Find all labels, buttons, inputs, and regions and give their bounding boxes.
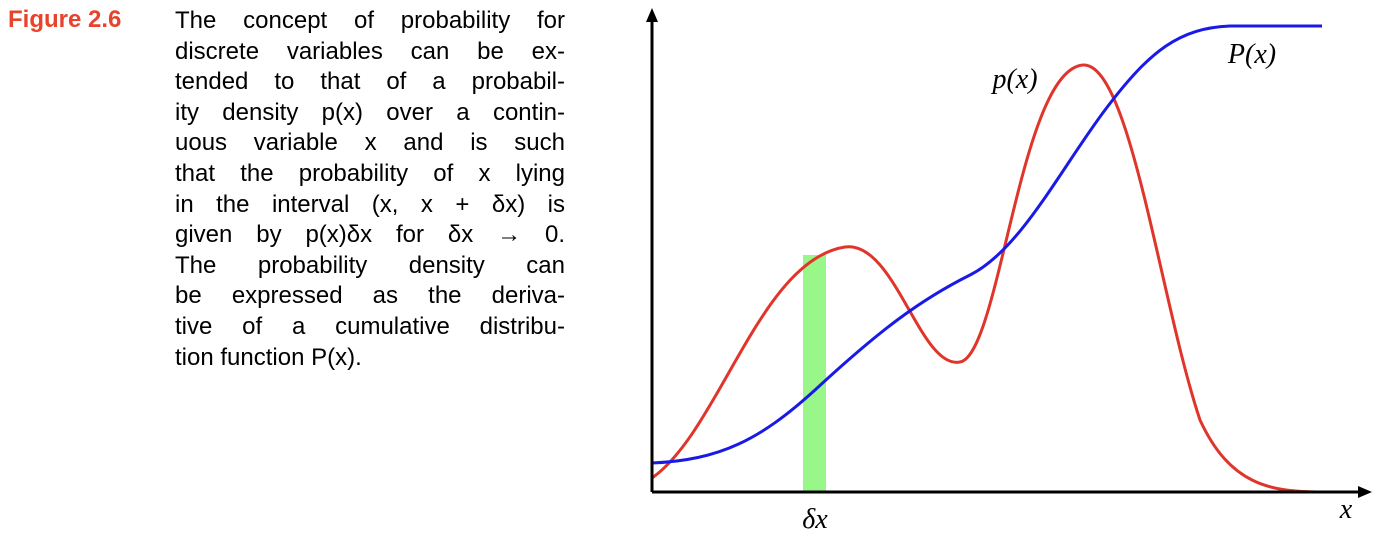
y-arrow (646, 8, 658, 22)
caption-line: ity density p(x) over a contin- (175, 98, 565, 126)
caption-line: The probability density can (175, 251, 565, 279)
density-curve (651, 63, 1323, 494)
caption-line: The concept of probability for (175, 7, 565, 34)
caption-line: uous variable x and is such (175, 129, 565, 157)
caption-line: tive of a cumulative distribu- (175, 312, 565, 340)
caption: The concept of probability for discrete v… (175, 6, 565, 373)
caption-line: that the probability of x lying (175, 159, 565, 187)
interval-label: δx (802, 504, 828, 535)
cdf-label: P(x) (1227, 39, 1276, 70)
caption-line: tion function P(x). (175, 343, 362, 371)
density-label: p(x) (990, 64, 1037, 95)
cdf-curve (651, 24, 1322, 465)
caption-line: discrete variables can be ex- (175, 37, 565, 65)
interval-bar (803, 255, 826, 492)
caption-line: in the interval (x, x + δx) is (175, 190, 565, 218)
caption-line: given by p(x)δx for δx → 0. (175, 221, 565, 249)
axis-label: x (1339, 494, 1353, 525)
x-arrow (1358, 486, 1372, 498)
caption-line: tended to that of a probabil- (175, 68, 565, 96)
figure-label: Figure 2.6 (8, 6, 122, 33)
caption-line: be expressed as the deriva- (175, 282, 565, 310)
